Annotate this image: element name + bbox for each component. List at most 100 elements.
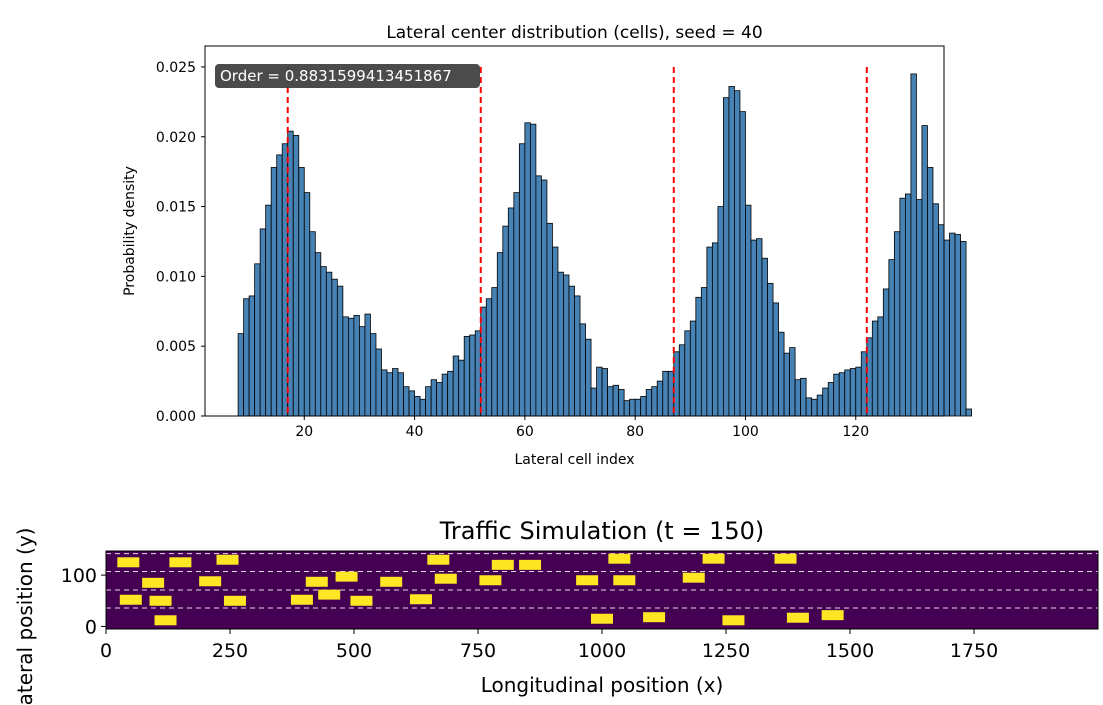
histogram-bar	[695, 296, 702, 417]
x-tick-label: 20	[295, 424, 313, 440]
histogram-bar	[849, 368, 857, 417]
histogram-bar	[574, 295, 581, 417]
vehicle	[643, 612, 666, 623]
x-tick-label: 60	[516, 424, 534, 440]
histogram-bar	[292, 134, 300, 417]
histogram-bar	[656, 380, 664, 417]
x-tick-label: 1000	[578, 640, 626, 662]
vehicle	[409, 594, 432, 605]
histogram-bar	[381, 369, 388, 417]
histogram-bar	[612, 384, 620, 417]
histogram-bar	[463, 336, 471, 417]
histogram-bar	[662, 370, 669, 417]
histogram-bar	[447, 370, 454, 417]
histogram-bar	[353, 315, 360, 417]
histogram-bar	[397, 372, 404, 417]
chart-title: Traffic Simulation (t = 150)	[439, 517, 765, 545]
histogram-bar	[331, 278, 338, 417]
vehicle	[786, 612, 809, 623]
histogram-bar	[243, 298, 250, 417]
histogram-bar	[723, 97, 730, 417]
x-tick-label: 40	[406, 424, 424, 440]
y-axis-label: Lateral position (y)	[13, 528, 37, 705]
histogram-bar	[403, 386, 410, 417]
vehicle	[519, 559, 542, 570]
histogram-bar	[816, 394, 824, 417]
histogram-bar	[678, 344, 686, 417]
histogram-bar	[717, 206, 724, 417]
histogram-bar	[314, 252, 322, 417]
x-tick-label: 80	[626, 424, 644, 440]
histogram-bar	[706, 246, 713, 417]
y-tick-label: 0.020	[156, 130, 196, 146]
histogram-bar	[789, 347, 796, 417]
histogram-bar	[441, 373, 449, 417]
histogram-bar	[491, 287, 498, 417]
vehicle	[223, 595, 246, 606]
vehicle	[702, 553, 725, 564]
y-tick-label: 0.005	[156, 339, 196, 355]
histogram-bar	[700, 287, 708, 417]
x-tick-label: 250	[212, 640, 248, 662]
histogram-bar	[458, 359, 465, 417]
histogram-bar	[844, 369, 851, 417]
histogram-bar	[419, 398, 426, 417]
histogram-bar	[298, 167, 305, 417]
x-axis-label: Lateral cell index	[515, 452, 635, 468]
histogram-bar	[474, 330, 482, 417]
histogram-bar	[425, 386, 432, 417]
x-tick-label: 750	[460, 640, 496, 662]
vehicle	[169, 557, 192, 568]
vehicle	[491, 559, 514, 570]
vehicle	[335, 571, 358, 582]
histogram-bar	[392, 368, 399, 417]
histogram-bar	[871, 320, 879, 417]
histogram-bar	[689, 320, 697, 417]
vehicle	[613, 575, 636, 586]
histogram-bar	[833, 373, 840, 417]
histogram-bar	[684, 330, 691, 417]
vehicle	[119, 594, 142, 605]
vehicle	[117, 557, 140, 568]
vehicle	[318, 589, 341, 600]
histogram-bar	[739, 111, 746, 417]
histogram-bar	[375, 348, 382, 417]
histogram-bar	[386, 372, 393, 417]
histogram-bar	[452, 355, 460, 417]
histogram-bar	[629, 398, 636, 417]
histogram-bar	[552, 246, 559, 417]
histogram-bar	[794, 379, 802, 417]
histogram-bar	[320, 266, 327, 417]
histogram-bars	[237, 73, 972, 417]
histogram-bar	[276, 154, 283, 417]
histogram-bar	[265, 204, 272, 417]
histogram-bar	[893, 231, 901, 417]
histogram-bar	[772, 302, 779, 417]
histogram-bar	[949, 232, 956, 417]
histogram-bar	[563, 274, 570, 417]
histogram-bar	[640, 396, 647, 417]
y-tick-label: 0.015	[156, 200, 196, 216]
x-tick-label: 1750	[950, 640, 998, 662]
plot-frame	[204, 45, 945, 417]
x-axis-label: Longitudinal position (x)	[481, 673, 724, 697]
histogram-bar	[336, 285, 344, 417]
histogram-bar	[342, 316, 349, 417]
histogram-bar	[303, 192, 311, 417]
vehicle	[591, 613, 613, 624]
vehicle	[821, 610, 844, 621]
histogram-bar	[607, 386, 614, 417]
histogram-bar	[596, 366, 603, 417]
vehicle	[350, 595, 373, 606]
histogram-bar	[756, 238, 763, 417]
vehicle	[479, 575, 502, 586]
histogram-bar	[568, 285, 575, 417]
y-tick-label: 0.000	[156, 409, 196, 425]
histogram-bar	[634, 398, 642, 417]
histogram-bar	[618, 389, 625, 417]
chart-title: Lateral center distribution (cells), see…	[386, 23, 762, 43]
histogram-bar	[535, 175, 542, 417]
histogram-bar	[623, 400, 631, 417]
histogram-bar	[750, 239, 757, 417]
histogram-bar	[237, 333, 245, 417]
